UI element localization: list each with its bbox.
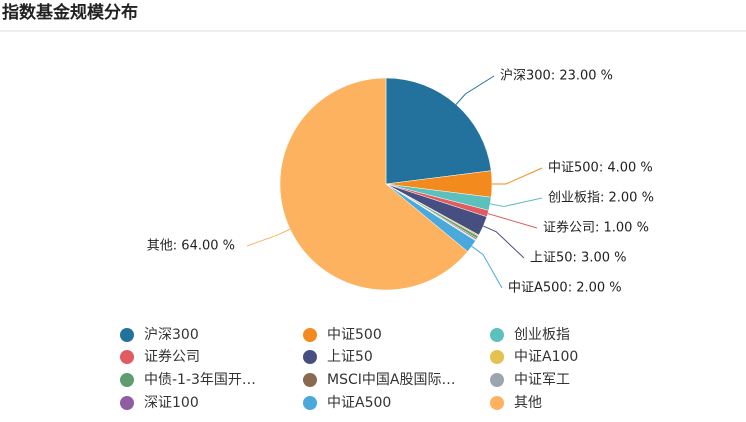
legend-label: 创业板指 (514, 327, 570, 343)
leader-line (471, 245, 503, 289)
legend-marker (120, 328, 134, 342)
legend-marker (120, 396, 134, 410)
legend-marker (303, 373, 317, 387)
legend-label: 证券公司 (144, 349, 200, 365)
legend-marker (490, 373, 504, 387)
legend-marker (490, 350, 504, 364)
legend-label: 中证A500 (327, 395, 391, 411)
data-label: 其他: 64.00 % (147, 239, 235, 254)
leader-line (492, 167, 543, 185)
data-label: 上证50: 3.00 % (530, 251, 627, 266)
leader-line (246, 228, 291, 247)
legend-marker (120, 350, 134, 364)
legend-marker (303, 396, 317, 410)
legend-label: 中证军工 (514, 372, 570, 388)
leader-line (490, 197, 543, 207)
legend-label: 上证50 (327, 349, 373, 365)
legend-marker (303, 350, 317, 364)
legend-label: 深证100 (144, 395, 199, 411)
legend-label: MSCI中国A股国际… (327, 372, 455, 388)
legend-marker (490, 328, 504, 342)
legend-label: 其他 (514, 395, 542, 411)
data-label: 创业板指: 2.00 % (548, 191, 654, 206)
pie-slice (385, 77, 492, 185)
chart-title: 指数基金规模分布 (2, 2, 138, 23)
legend-marker (490, 396, 504, 410)
data-label: 中证A500: 2.00 % (508, 281, 622, 296)
leader-line (483, 225, 525, 259)
legend-label: 中证A100 (514, 349, 578, 365)
legend-label: 中证500 (327, 327, 382, 343)
legend-label: 沪深300 (144, 327, 199, 343)
leader-line (455, 75, 495, 105)
legend-marker (120, 373, 134, 387)
data-label: 证券公司: 1.00 % (543, 220, 649, 236)
data-label: 沪深300: 23.00 % (500, 68, 613, 84)
leader-line (487, 213, 538, 229)
legend-label: 中债-1-3年国开… (144, 372, 256, 388)
data-label: 中证500: 4.00 % (548, 161, 653, 176)
legend-marker (303, 328, 317, 342)
